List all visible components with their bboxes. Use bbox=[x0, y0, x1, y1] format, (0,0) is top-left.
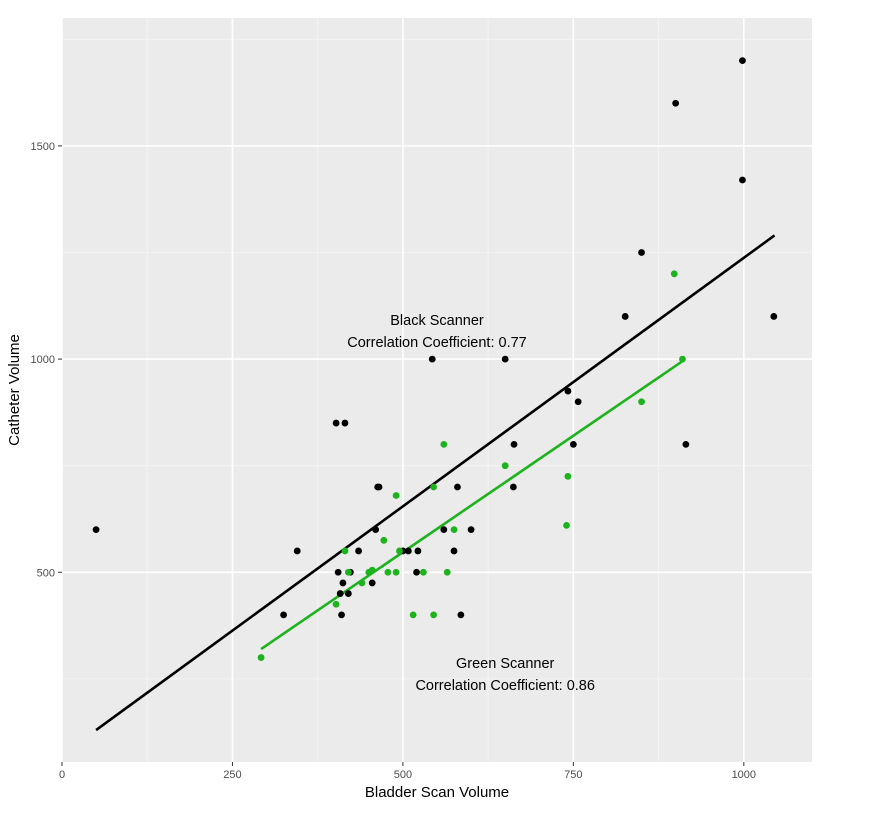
fit-line-series-1 bbox=[95, 234, 776, 732]
data-point-series-2 bbox=[384, 568, 392, 576]
data-point-series-2 bbox=[409, 611, 417, 619]
data-point-series-1 bbox=[414, 547, 422, 555]
data-point-series-2 bbox=[392, 492, 400, 499]
data-point-series-1 bbox=[92, 526, 100, 534]
data-point-series-2 bbox=[450, 526, 458, 534]
y-axis-title: Catheter Volume bbox=[6, 334, 23, 446]
data-point-series-1 bbox=[739, 57, 746, 65]
data-point-series-1 bbox=[355, 547, 362, 555]
data-point-series-1 bbox=[621, 313, 629, 320]
data-point-series-1 bbox=[280, 611, 287, 619]
data-point-series-1 bbox=[372, 526, 380, 534]
major-gridlines bbox=[61, 18, 812, 762]
data-point-series-2 bbox=[440, 440, 448, 448]
x-tick-label: 500 bbox=[394, 769, 412, 781]
data-point-series-1 bbox=[368, 579, 376, 587]
y-tick-label: 1500 bbox=[31, 141, 55, 153]
data-point-series-2 bbox=[564, 472, 572, 480]
y-tick-label: 1000 bbox=[31, 354, 55, 366]
data-point-series-1 bbox=[332, 419, 340, 427]
data-point-series-1 bbox=[338, 611, 345, 619]
data-point-series-1 bbox=[293, 547, 301, 555]
data-point-series-2 bbox=[638, 398, 645, 406]
data-point-series-1 bbox=[501, 355, 509, 363]
data-point-series-2 bbox=[396, 547, 403, 555]
x-tick-label: 1000 bbox=[732, 769, 756, 781]
data-point-series-2 bbox=[368, 566, 376, 574]
data-point-series-1 bbox=[450, 547, 458, 555]
data-point-series-1 bbox=[454, 483, 461, 491]
data-point-series-2 bbox=[501, 462, 509, 470]
data-point-series-1 bbox=[440, 526, 448, 534]
data-point-series-1 bbox=[344, 590, 352, 597]
x-tick-label: 250 bbox=[223, 769, 241, 781]
data-point-series-2 bbox=[443, 568, 451, 576]
data-point-series-2 bbox=[392, 568, 400, 576]
data-point-series-1 bbox=[638, 249, 645, 256]
x-axis-title: Bladder Scan Volume bbox=[365, 784, 509, 801]
data-point-series-2 bbox=[344, 568, 352, 576]
data-point-series-2 bbox=[380, 536, 388, 544]
data-point-series-1 bbox=[404, 547, 412, 555]
data-point-series-1 bbox=[457, 611, 465, 619]
data-point-series-1 bbox=[467, 526, 475, 534]
regression-lines bbox=[95, 234, 776, 732]
y-tick-label: 500 bbox=[37, 567, 55, 579]
annotation-2-line-1: Green Scanner bbox=[456, 656, 555, 672]
annotation-1-line-1: Black Scanner bbox=[390, 313, 484, 329]
data-point-series-2 bbox=[430, 611, 437, 619]
data-point-series-2 bbox=[670, 270, 678, 278]
x-tick-label: 750 bbox=[564, 769, 582, 781]
data-point-series-1 bbox=[739, 176, 746, 184]
plot-panel bbox=[62, 18, 812, 762]
data-point-series-1 bbox=[413, 568, 420, 576]
data-point-series-2 bbox=[430, 483, 437, 491]
annotations: Black Scanner Correlation Coefficient: 0.… bbox=[347, 313, 595, 694]
data-point-series-1 bbox=[770, 313, 778, 320]
data-point-series-1 bbox=[569, 440, 577, 448]
fit-line-series-2 bbox=[260, 360, 684, 651]
minor-gridlines bbox=[62, 18, 812, 762]
data-point-series-1 bbox=[672, 99, 680, 107]
axes: 0 250 500 750 1000 500 1000 1500 bbox=[31, 141, 757, 781]
data-point-series-1 bbox=[510, 440, 518, 448]
data-point-series-2 bbox=[332, 600, 340, 608]
data-point-series-1 bbox=[341, 419, 349, 427]
data-point-series-1 bbox=[564, 387, 572, 395]
data-point-series-2 bbox=[419, 568, 427, 576]
data-points bbox=[92, 57, 778, 661]
data-point-series-1 bbox=[428, 355, 436, 363]
data-point-series-1 bbox=[334, 568, 342, 576]
data-point-series-2 bbox=[563, 521, 570, 529]
x-tick-label: 0 bbox=[59, 769, 65, 781]
data-point-series-1 bbox=[375, 483, 383, 491]
annotation-2-line-2: Correlation Coefficient: 0.86 bbox=[415, 678, 594, 694]
annotation-1-line-2: Correlation Coefficient: 0.77 bbox=[347, 335, 526, 351]
data-point-series-1 bbox=[336, 590, 344, 597]
data-point-series-1 bbox=[574, 398, 582, 406]
data-point-series-2 bbox=[341, 547, 349, 555]
data-point-series-2 bbox=[358, 579, 366, 587]
data-point-series-2 bbox=[679, 355, 686, 363]
data-point-series-2 bbox=[257, 654, 265, 661]
data-point-series-1 bbox=[682, 440, 690, 448]
data-point-series-1 bbox=[339, 579, 347, 587]
data-point-series-1 bbox=[509, 483, 517, 491]
